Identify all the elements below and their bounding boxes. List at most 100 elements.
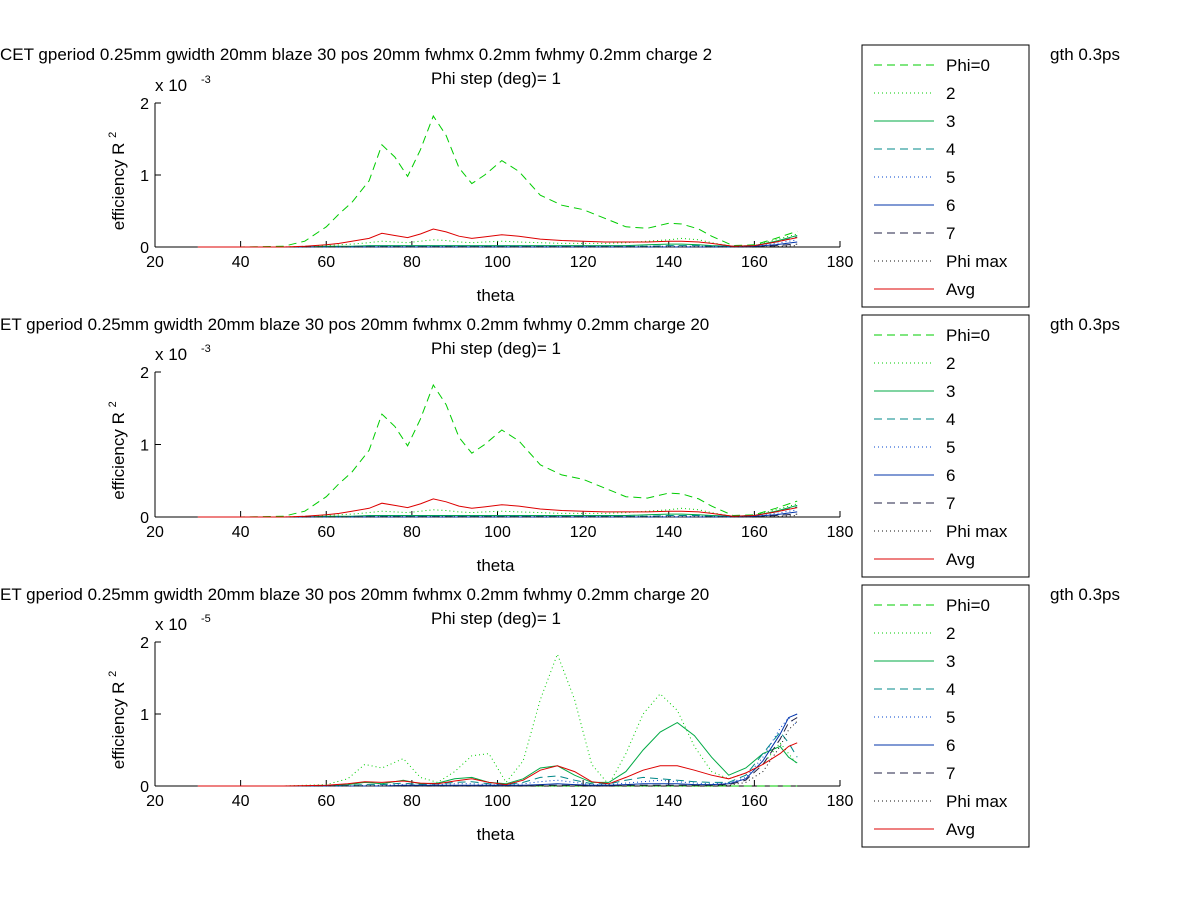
y-tick-label: 1 (140, 707, 149, 724)
legend-label: 6 (946, 466, 955, 485)
legend-label: 6 (946, 736, 955, 755)
series-line-1 (197, 114, 798, 248)
x-tick-label: 60 (317, 254, 335, 271)
legend-label: 7 (946, 494, 955, 513)
chart-title-tail: gth 0.3ps (1050, 45, 1120, 64)
x-tick-label: 120 (570, 524, 597, 541)
x-tick-label: 100 (484, 254, 511, 271)
x-tick-label: 120 (570, 793, 597, 810)
legend-label: Avg (946, 820, 975, 839)
y-axis-label: efficiency R 2 (107, 671, 128, 769)
x-tick-label: 120 (570, 254, 597, 271)
chart-subtitle: Phi step (deg)= 1 (431, 609, 561, 628)
x-tick-label: 80 (403, 524, 421, 541)
legend-label: Phi max (946, 252, 1008, 271)
x-tick-label: 20 (146, 524, 164, 541)
series-line-4 (197, 731, 798, 787)
series-line-2 (197, 233, 798, 248)
legend-label: Avg (946, 550, 975, 569)
x-tick-label: 140 (655, 793, 682, 810)
x-tick-label: 60 (317, 793, 335, 810)
x-tick-label: 140 (655, 254, 682, 271)
legend-label: Phi=0 (946, 326, 990, 345)
series-line-2 (197, 503, 798, 518)
series-line-7 (197, 243, 798, 248)
series-line-9 (197, 228, 798, 248)
series-line-1 (197, 383, 798, 518)
legend-label: 3 (946, 382, 955, 401)
legend-label: 7 (946, 764, 955, 783)
series-line-7 (197, 717, 798, 787)
legend-label: 4 (946, 140, 955, 159)
x-tick-label: 140 (655, 524, 682, 541)
legend-label: Phi=0 (946, 56, 990, 75)
y-tick-label: 0 (140, 779, 149, 796)
legend-box (861, 584, 1030, 848)
chart-subtitle: Phi step (deg)= 1 (431, 69, 561, 88)
legend-label: 4 (946, 680, 955, 699)
y-scale-multiplier: x 10 (155, 76, 187, 95)
series-line-9 (197, 498, 798, 518)
x-tick-label: 20 (146, 254, 164, 271)
y-tick-label: 1 (140, 438, 149, 455)
legend-label: Phi=0 (946, 596, 990, 615)
chart-panel-2: ET gperiod 0.25mm gwidth 20mm blaze 30 p… (0, 314, 1120, 578)
legend-label: 3 (946, 652, 955, 671)
series-line-7 (197, 513, 798, 518)
legend-label: 2 (946, 354, 955, 373)
legend-label: 5 (946, 438, 955, 457)
y-axis-label-sup: 2 (107, 671, 119, 677)
y-scale-multiplier: x 10 (155, 615, 187, 634)
y-tick-label: 2 (140, 96, 149, 113)
legend-label: Phi max (946, 792, 1008, 811)
x-tick-label: 40 (232, 524, 250, 541)
y-scale-exponent: -3 (201, 343, 211, 355)
legend-label: Avg (946, 280, 975, 299)
series-line-8 (197, 720, 798, 787)
series-line-3 (197, 722, 798, 787)
legend-label: 5 (946, 168, 955, 187)
x-tick-label: 160 (741, 524, 768, 541)
x-axis-label: theta (477, 286, 515, 305)
y-tick-label: 0 (140, 510, 149, 527)
chart-title: ET gperiod 0.25mm gwidth 20mm blaze 30 p… (0, 585, 709, 604)
chart-title-tail: gth 0.3ps (1050, 585, 1120, 604)
x-tick-label: 40 (232, 793, 250, 810)
legend-label: 6 (946, 196, 955, 215)
x-tick-label: 160 (741, 254, 768, 271)
series-line-9 (197, 742, 798, 787)
y-tick-label: 2 (140, 635, 149, 652)
legend-label: 2 (946, 624, 955, 643)
chart-subtitle: Phi step (deg)= 1 (431, 339, 561, 358)
legend-box (861, 44, 1030, 308)
y-tick-label: 1 (140, 168, 149, 185)
y-axis-label: efficiency R 2 (107, 132, 128, 230)
x-tick-label: 160 (741, 793, 768, 810)
legend-label: 3 (946, 112, 955, 131)
legend-label: 5 (946, 708, 955, 727)
chart-title: CET gperiod 0.25mm gwidth 20mm blaze 30 … (0, 45, 712, 64)
y-axis-label-sup: 2 (107, 401, 119, 407)
x-tick-label: 20 (146, 793, 164, 810)
x-tick-label: 80 (403, 793, 421, 810)
x-tick-label: 40 (232, 254, 250, 271)
y-tick-label: 2 (140, 365, 149, 382)
chart-panel-3: ET gperiod 0.25mm gwidth 20mm blaze 30 p… (0, 584, 1120, 848)
y-axis-label: efficiency R 2 (107, 401, 128, 499)
x-axis-label: theta (477, 556, 515, 575)
legend-label: Phi max (946, 522, 1008, 541)
y-scale-exponent: -3 (201, 74, 211, 86)
x-tick-label: 100 (484, 793, 511, 810)
legend-label: 2 (946, 84, 955, 103)
x-tick-label: 180 (827, 793, 854, 810)
chart-panel-1: CET gperiod 0.25mm gwidth 20mm blaze 30 … (0, 44, 1120, 308)
x-tick-label: 80 (403, 254, 421, 271)
y-scale-exponent: -5 (201, 613, 211, 625)
x-tick-label: 180 (827, 254, 854, 271)
x-tick-label: 100 (484, 524, 511, 541)
legend-label: 7 (946, 224, 955, 243)
legend-box (861, 314, 1030, 578)
y-scale-multiplier: x 10 (155, 345, 187, 364)
x-axis-label: theta (477, 825, 515, 844)
